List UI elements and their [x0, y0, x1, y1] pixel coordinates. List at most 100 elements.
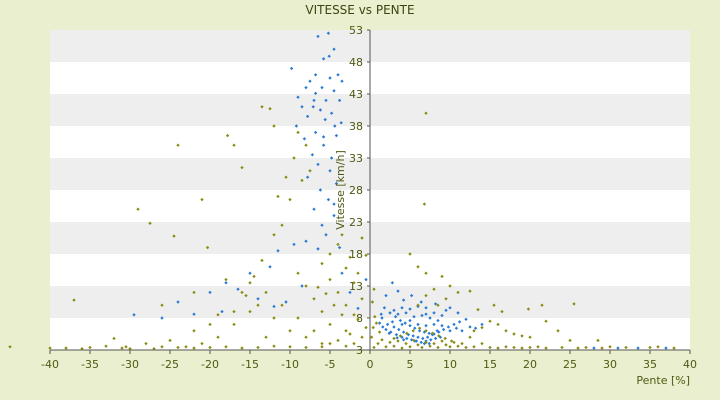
data-point — [327, 54, 331, 58]
data-point — [168, 338, 172, 343]
data-point — [248, 309, 252, 314]
x-tick-label: 5 — [407, 358, 414, 371]
data-point — [296, 95, 300, 99]
data-point — [124, 345, 128, 349]
data-point — [334, 181, 339, 186]
data-point — [240, 290, 244, 295]
x-tick-label: 25 — [563, 358, 577, 371]
data-point — [192, 312, 196, 316]
data-point — [560, 345, 564, 350]
data-point — [136, 207, 140, 211]
x-tick-label: -20 — [201, 358, 219, 371]
data-point — [176, 143, 180, 147]
y-tick-label: 53 — [349, 24, 363, 37]
x-axis-title: Pente [%] — [636, 374, 690, 387]
data-point — [144, 341, 148, 346]
data-point — [326, 197, 331, 202]
y-tick-label: 8 — [356, 312, 363, 325]
data-point — [648, 345, 652, 350]
data-point — [318, 188, 323, 192]
data-point — [220, 309, 224, 314]
chart-title: VITESSE vs PENTE — [305, 3, 414, 17]
x-tick-label: 35 — [643, 358, 657, 371]
y-tick-label: 18 — [349, 248, 363, 261]
data-point — [224, 345, 228, 349]
data-point — [333, 124, 337, 128]
data-point — [326, 31, 331, 35]
data-point — [424, 111, 428, 115]
axes — [49, 29, 691, 354]
data-point — [313, 91, 318, 96]
data-point — [208, 322, 212, 327]
data-point — [48, 346, 52, 350]
data-point — [208, 345, 212, 350]
data-point — [224, 281, 228, 285]
data-point — [340, 79, 344, 83]
data-point — [152, 347, 156, 351]
data-point — [232, 322, 236, 327]
data-point — [422, 202, 427, 206]
data-point — [334, 133, 339, 138]
data-point — [148, 221, 152, 225]
data-point — [329, 111, 334, 115]
data-point — [512, 345, 516, 350]
data-point — [216, 335, 220, 339]
y-tick-label: 33 — [349, 152, 363, 165]
x-tick-label: -10 — [281, 358, 299, 371]
data-point — [232, 309, 236, 314]
y-tick-label: 28 — [349, 184, 363, 197]
data-point — [528, 335, 532, 339]
data-point — [72, 298, 76, 302]
y-tick-label: 3 — [356, 344, 363, 357]
x-tick-label: -15 — [241, 358, 259, 371]
x-tick-labels: -40 -35 -30 -25 -20 -15 -10 -5 0 5 10 15 20 25 30 35 40 — [41, 358, 697, 371]
data-point — [308, 79, 312, 83]
data-point — [526, 307, 531, 311]
data-point — [200, 341, 204, 346]
y-tick-label: 48 — [349, 56, 363, 69]
x-tick-label: 30 — [603, 358, 617, 371]
x-tick-label: -25 — [161, 358, 179, 371]
data-point — [192, 329, 196, 333]
data-point — [318, 108, 323, 112]
data-point — [323, 117, 327, 122]
data-point — [512, 332, 516, 336]
data-point — [316, 34, 320, 39]
data-point — [176, 345, 180, 350]
data-point — [272, 124, 276, 128]
data-point — [192, 346, 196, 350]
data-point — [544, 319, 548, 323]
data-point — [236, 287, 240, 291]
data-point — [332, 47, 336, 51]
data-point — [572, 302, 576, 306]
x-tick-label: 15 — [483, 358, 497, 371]
data-point — [320, 85, 324, 90]
x-tick-label: -35 — [81, 358, 99, 371]
data-point — [252, 274, 256, 279]
data-point — [176, 300, 180, 304]
data-point — [364, 253, 368, 257]
x-tick-label: 40 — [683, 358, 697, 371]
data-point — [120, 346, 124, 350]
x-tick-label: 0 — [367, 358, 374, 371]
data-point — [240, 346, 244, 350]
data-point — [520, 334, 524, 338]
data-point — [310, 153, 315, 157]
x-tick-label: -30 — [121, 358, 139, 371]
data-point — [128, 347, 132, 351]
data-point — [208, 290, 212, 295]
data-point — [205, 245, 210, 250]
data-point — [8, 345, 12, 349]
data-point — [584, 345, 588, 350]
x-tick-label: -40 — [41, 358, 59, 371]
data-point — [540, 303, 544, 307]
x-tick-label: 20 — [523, 358, 537, 371]
data-point — [132, 313, 136, 317]
data-point — [294, 124, 299, 128]
data-point — [248, 271, 252, 275]
data-point — [304, 85, 308, 90]
data-point — [224, 277, 228, 282]
